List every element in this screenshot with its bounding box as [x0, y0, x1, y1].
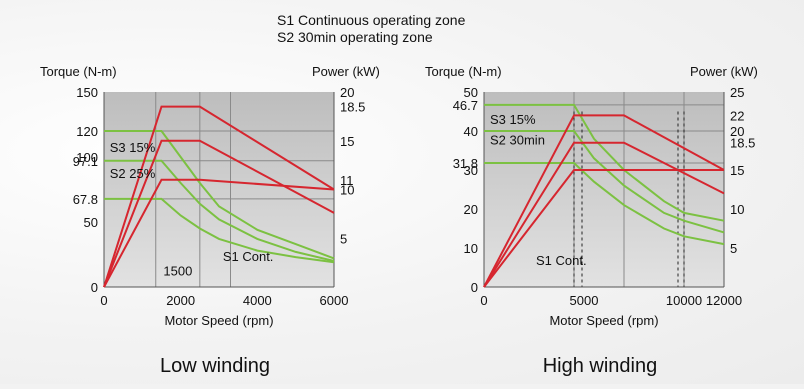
ylabel-left: Torque (N-m)	[40, 64, 117, 79]
torque-value-label: 46.7	[453, 98, 478, 113]
x-tick-label: 2000	[166, 293, 195, 308]
right-tick-label: 22	[730, 108, 744, 123]
ylabel-right: Power (kW)	[312, 64, 380, 79]
x-tick-label: 6000	[320, 293, 349, 308]
torque-value-label: 120	[76, 124, 98, 139]
x-tick-label: 0	[480, 293, 487, 308]
power-series-line	[103, 105, 335, 288]
zone-annotation: S3 15%	[490, 112, 536, 127]
left-tick-label: 30	[464, 163, 478, 178]
left-tick-label: 50	[84, 215, 98, 230]
right-tick-label: 5	[340, 231, 347, 246]
right-tick-label: 20	[340, 85, 354, 100]
torque-series-line	[484, 161, 725, 246]
torque-series-line	[104, 159, 335, 262]
right-tick-label: 18.5	[730, 136, 755, 151]
zone-annotation: S2 30min	[490, 133, 545, 148]
power-series-line	[103, 178, 335, 288]
x-tick-label: 12000	[706, 293, 742, 308]
ylabel-left: Torque (N-m)	[425, 64, 502, 79]
torque-series-line	[104, 130, 335, 260]
right-tick-label: 10	[730, 202, 744, 217]
left-tick-label: 40	[464, 124, 478, 139]
ylabel-right: Power (kW)	[690, 64, 758, 79]
zone-annotation: S3 15%	[110, 140, 156, 155]
right-tick-label: 11	[340, 173, 354, 188]
chart-low-winding: Torque (N-m) Power (kW) Motor Speed (rpm) 0…	[40, 64, 380, 377]
left-tick-label: 0	[471, 280, 478, 295]
torque-value-label: 67.8	[73, 192, 98, 207]
zone-annotation: S1 Cont.	[536, 253, 587, 268]
x-tick-label: 5000	[570, 293, 599, 308]
left-tick-label: 0	[91, 280, 98, 295]
legend-s2: S2 30min operating zone	[277, 29, 433, 45]
power-series-line	[103, 139, 335, 288]
x-tick-label: 4000	[243, 293, 272, 308]
zone-annotation: S2 25%	[110, 166, 156, 181]
winding-caption: Low winding	[160, 355, 270, 377]
torque-series-line	[484, 130, 725, 234]
power-series-line	[483, 114, 725, 288]
power-series-line	[483, 169, 724, 288]
torque-value-label: 31.8	[453, 156, 478, 171]
left-tick-label: 20	[464, 202, 478, 217]
left-tick-label: 100	[76, 150, 98, 165]
power-series-line	[483, 141, 725, 288]
right-tick-label: 5	[730, 241, 737, 256]
chart-high-winding: Torque (N-m) Power (kW) Motor Speed (rpm) 0…	[425, 64, 758, 377]
zone-annotation: S1 Cont.	[223, 249, 274, 264]
winding-caption: High winding	[543, 355, 658, 377]
xlabel: Motor Speed (rpm)	[164, 313, 273, 328]
torque-value-label: 97.1	[73, 154, 98, 169]
left-tick-label: 150	[76, 85, 98, 100]
right-tick-label: 10	[340, 183, 354, 198]
right-tick-label: 25	[730, 85, 744, 100]
torque-series-line	[104, 197, 335, 264]
xlabel: Motor Speed (rpm)	[549, 313, 658, 328]
left-tick-label: 10	[464, 241, 478, 256]
x-tick-label: 0	[100, 293, 107, 308]
right-tick-label: 15	[730, 163, 744, 178]
left-tick-label: 50	[464, 85, 478, 100]
right-tick-label: 20	[730, 124, 744, 139]
x-tick-label: 10000	[666, 293, 702, 308]
right-tick-label: 18.5	[340, 100, 365, 115]
legend-s1: S1 Continuous operating zone	[277, 12, 466, 28]
zone-annotation: 1500	[163, 263, 192, 278]
right-tick-label: 15	[340, 134, 354, 149]
